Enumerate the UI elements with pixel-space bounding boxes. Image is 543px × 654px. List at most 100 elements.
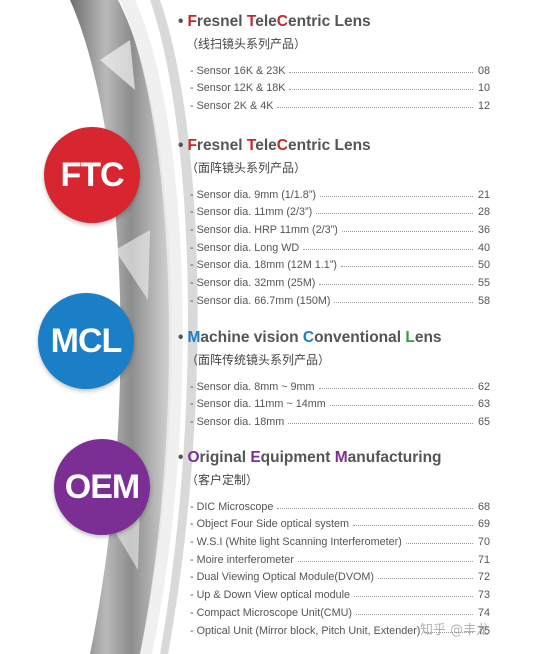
- toc-entry-page: 55: [477, 277, 490, 290]
- toc-entry-page: 69: [477, 518, 490, 531]
- toc-entry-label: - Sensor dia. 18mm: [190, 416, 285, 429]
- toc-entry-page: 08: [477, 64, 490, 77]
- toc-entry-page: 71: [477, 553, 490, 566]
- ftc-badge: FTC: [44, 127, 140, 223]
- toc-entry-page: 58: [477, 294, 490, 307]
- dot-leader: [318, 387, 473, 389]
- dot-leader: [288, 423, 473, 425]
- toc-entry-page: 28: [477, 206, 490, 219]
- title-fragment: L: [405, 329, 415, 346]
- section-title: • Fresnel TeleCentric Lens: [178, 13, 371, 30]
- dot-leader: [320, 195, 473, 197]
- toc-list: - DIC Microscope 68- Object Four Side opt…: [190, 495, 490, 637]
- dot-leader: [277, 107, 473, 109]
- toc-entry-page: 65: [477, 416, 490, 429]
- toc-entry-page: 63: [477, 398, 490, 411]
- title-fragment: T: [246, 137, 256, 154]
- dot-leader: [329, 405, 473, 407]
- title-fragment: M: [187, 329, 201, 346]
- toc-list: - Sensor dia. 9mm (1/1.8”) 21- Sensor dia…: [190, 183, 490, 307]
- title-fragment: ele: [255, 137, 277, 154]
- toc-entry-page: 70: [477, 536, 490, 549]
- toc-entry: - Sensor dia. 8mm ~ 9mm 62: [190, 375, 490, 393]
- toc-entry-label: - Optical Unit (Mirror block, Pitch Unit…: [190, 624, 421, 637]
- title-fragment: M: [334, 449, 348, 466]
- title-fragment: C: [276, 13, 288, 30]
- toc-list: - Sensor dia. 8mm ~ 9mm 62- Sensor dia. 1…: [190, 375, 490, 428]
- toc-entry-label: - Sensor 12K & 18K: [190, 82, 286, 95]
- badge-label: OEM: [64, 467, 140, 506]
- toc-entry-label: - Sensor dia. 9mm (1/1.8”): [190, 188, 317, 201]
- toc-entry: - Sensor dia. HRP 11mm (2/3”) 36: [190, 218, 490, 236]
- title-fragment: entric Lens: [287, 13, 371, 30]
- toc-entry-page: 36: [477, 224, 490, 237]
- toc-entry: - Optical Unit (Mirror block, Pitch Unit…: [190, 619, 490, 637]
- title-fragment: F: [187, 13, 197, 30]
- title-fragment: riginal: [199, 449, 251, 466]
- dot-leader: [353, 525, 473, 527]
- toc-entry: - Sensor dia. Long WD 40: [190, 236, 490, 254]
- toc-entry-label: - W.S.I (White light Scanning Interferom…: [190, 536, 402, 549]
- toc-entry: - Sensor 16K & 23K 08: [190, 59, 490, 77]
- toc-entry-label: - DIC Microscope: [190, 500, 274, 513]
- toc-entry-label: - Sensor dia. 18mm (12M 1.1”): [190, 259, 338, 272]
- toc-entry: - Compact Microscope Unit(CMU) 74: [190, 601, 490, 619]
- title-fragment: quipment: [260, 449, 335, 466]
- toc-entry-label: - Sensor dia. Long WD: [190, 241, 300, 254]
- toc-entry: - Sensor 12K & 18K 10: [190, 77, 490, 95]
- toc-entry-page: 21: [477, 188, 490, 201]
- section-ftc-area-scan: • Fresnel TeleCentric Lens （面阵镜头系列产品） - S…: [178, 136, 490, 307]
- toc-entry: - Up & Down View optical module 73: [190, 583, 490, 601]
- toc-entry: - Dual Viewing Optical Module(DVOM) 72: [190, 566, 490, 584]
- dot-leader: [341, 266, 473, 268]
- dot-leader: [424, 631, 473, 633]
- section-title: • Machine vision Conventional Lens: [178, 329, 442, 346]
- title-fragment: achine vision: [200, 329, 303, 346]
- title-fragment: resnel: [196, 137, 247, 154]
- section-subtitle: （面阵镜头系列产品）: [186, 161, 307, 175]
- section-ftc-line-scan: • Fresnel TeleCentric Lens （线扫镜头系列产品） - S…: [178, 12, 490, 112]
- toc-entry-label: - Sensor dia. 11mm (2/3”): [190, 206, 313, 219]
- toc-entry-label: - Up & Down View optical module: [190, 589, 351, 602]
- toc-entry-label: - Sensor dia. 32mm (25M): [190, 277, 316, 290]
- toc-entry-label: - Moire interferometer: [190, 553, 294, 566]
- section-title: • Fresnel TeleCentric Lens: [178, 137, 371, 154]
- title-fragment: C: [302, 329, 315, 346]
- toc-entry: - DIC Microscope 68: [190, 495, 490, 513]
- toc-entry-page: 12: [477, 100, 490, 113]
- dot-leader: [277, 507, 473, 509]
- title-fragment: onventional: [314, 329, 406, 346]
- toc-entry-label: - Sensor dia. 66.7mm (150M): [190, 294, 331, 307]
- title-fragment: F: [187, 137, 197, 154]
- section-subtitle: （线扫镜头系列产品）: [186, 37, 307, 51]
- toc-entry-label: - Sensor dia. 8mm ~ 9mm: [190, 380, 315, 393]
- toc-list: - Sensor 16K & 23K 08 - Sensor 12K & 18K 10…: [190, 59, 490, 112]
- toc-entry-page: 62: [477, 380, 490, 393]
- toc-entry-label: - Sensor dia. 11mm ~ 14mm: [190, 398, 326, 411]
- toc-entry: - Object Four Side optical system 69: [190, 513, 490, 531]
- title-fragment: ens: [414, 329, 442, 346]
- toc-entry: - W.S.I (White light Scanning Interferom…: [190, 530, 490, 548]
- toc-entry-page: 72: [477, 571, 490, 584]
- toc-entry-page: 74: [477, 606, 490, 619]
- dot-leader: [316, 213, 473, 215]
- dot-leader: [319, 284, 473, 286]
- toc-entry-page: 73: [477, 589, 490, 602]
- toc-entry-page: 10: [477, 82, 490, 95]
- toc-entry: - Moire interferometer 71: [190, 548, 490, 566]
- title-fragment: E: [250, 449, 261, 466]
- oem-badge: OEM: [54, 439, 150, 535]
- toc-entry: - Sensor dia. 32mm (25M) 55: [190, 271, 490, 289]
- title-fragment: anufacturing: [347, 449, 442, 466]
- dot-leader: [334, 301, 473, 303]
- toc-entry-label: - Sensor 16K & 23K: [190, 64, 286, 77]
- dot-leader: [378, 578, 473, 580]
- title-fragment: T: [246, 13, 256, 30]
- toc-entry: - Sensor dia. 9mm (1/1.8”) 21: [190, 183, 490, 201]
- toc-entry: - Sensor dia. 11mm ~ 14mm 63: [190, 393, 490, 411]
- toc-entry-page: 40: [477, 241, 490, 254]
- toc-entry: - Sensor dia. 18mm 65: [190, 410, 490, 428]
- toc-entry: - Sensor 2K & 4K 12: [190, 94, 490, 112]
- dot-leader: [355, 613, 473, 615]
- toc-entry: - Sensor dia. 11mm (2/3”) 28: [190, 201, 490, 219]
